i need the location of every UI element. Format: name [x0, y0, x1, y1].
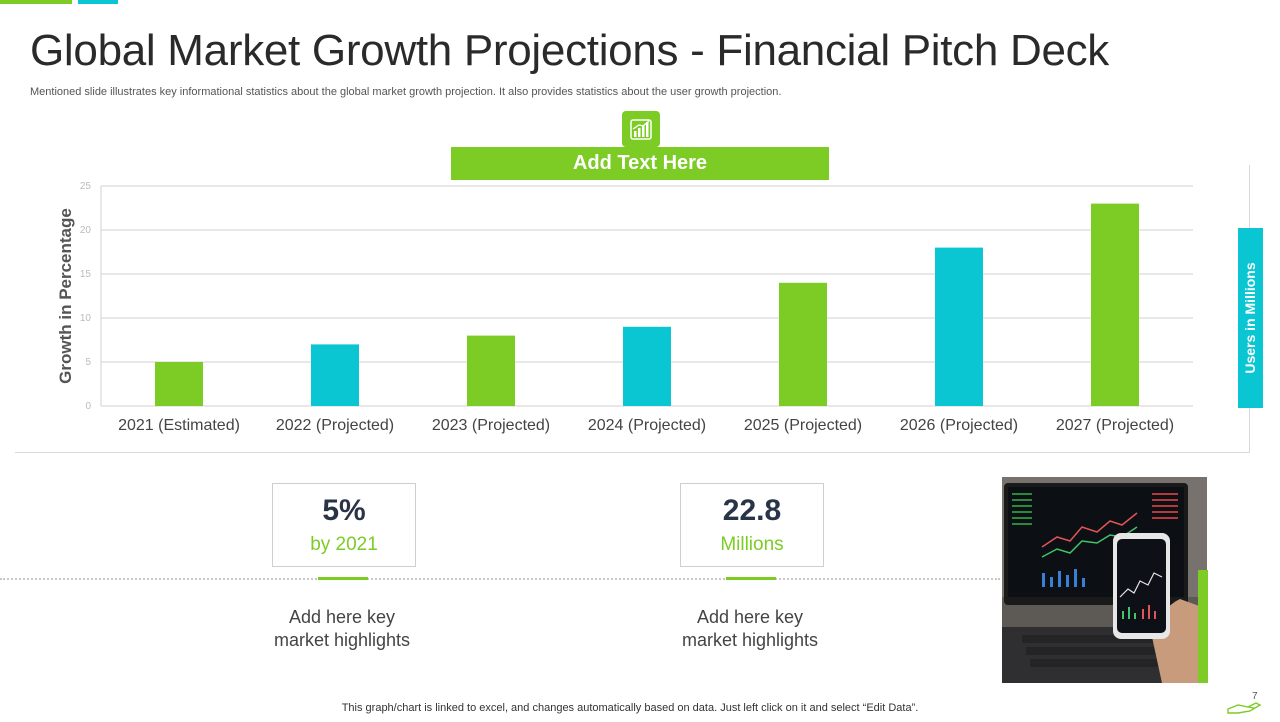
stat-value: 5%	[322, 494, 366, 527]
highlight-line: market highlights	[681, 630, 819, 650]
bar	[155, 362, 203, 406]
y-tick-label: 20	[80, 225, 92, 236]
y-tick-label: 10	[80, 313, 92, 324]
bar	[935, 247, 983, 406]
y-tick-label: 25	[80, 181, 92, 192]
highlight-line: Add here key	[288, 607, 396, 627]
x-tick-label: 2025 (Projected)	[744, 417, 862, 434]
bar	[623, 326, 671, 406]
y-axis-label: Growth in Percentage	[56, 208, 75, 384]
side-tab-label: Users in Millions	[1242, 262, 1258, 374]
highlight-text: Add here key market highlights	[242, 606, 442, 652]
dotted-divider	[0, 578, 1000, 580]
y-tick-label: 15	[80, 269, 92, 280]
bar	[311, 344, 359, 406]
highlight-text: Add here key market highlights	[650, 606, 850, 652]
photo-accent-bar	[1198, 570, 1208, 683]
page-subtitle: Mentioned slide illustrates key informat…	[30, 86, 782, 98]
bar	[1091, 203, 1139, 406]
x-tick-label: 2024 (Projected)	[588, 417, 706, 434]
x-tick-label: 2022 (Projected)	[276, 417, 394, 434]
y-tick-label: 5	[85, 357, 91, 368]
footer-note: This graph/chart is linked to excel, and…	[341, 702, 919, 714]
x-tick-label: 2023 (Projected)	[432, 417, 550, 434]
highlight-line: Add here key	[696, 607, 804, 627]
bar	[779, 282, 827, 406]
stat-unit: Millions	[720, 534, 784, 555]
growth-chart-icon	[622, 111, 660, 147]
bar-chart[interactable]: 0 5 10 15 20 25 2021 (Estimated) 2022 (Projecte…	[0, 175, 1210, 435]
stat-unit: by 2021	[310, 534, 378, 555]
top-accent-bar-green	[0, 0, 72, 4]
hand-icon	[1226, 697, 1270, 717]
x-tick-label: 2021 (Estimated)	[118, 417, 240, 434]
stat-value: 22.8	[722, 494, 782, 527]
stat-accent-line	[318, 577, 368, 580]
trading-phone-photo	[1002, 477, 1207, 683]
x-tick-label: 2027 (Projected)	[1056, 417, 1174, 434]
page-title: Global Market Growth Projections - Finan…	[30, 26, 1110, 75]
side-tab-users	[1238, 228, 1263, 408]
stat-box-growth: 5% by 2021	[272, 483, 416, 567]
chart-banner: Add Text Here	[451, 147, 829, 180]
y-tick-label: 0	[85, 401, 91, 412]
stat-accent-line	[726, 577, 776, 580]
x-tick-label: 2026 (Projected)	[900, 417, 1018, 434]
top-accent-bar-cyan	[78, 0, 118, 4]
page-number: 7	[1252, 691, 1258, 702]
stat-box-users: 22.8 Millions	[680, 483, 824, 567]
bar	[467, 335, 515, 406]
highlight-line: market highlights	[273, 630, 411, 650]
